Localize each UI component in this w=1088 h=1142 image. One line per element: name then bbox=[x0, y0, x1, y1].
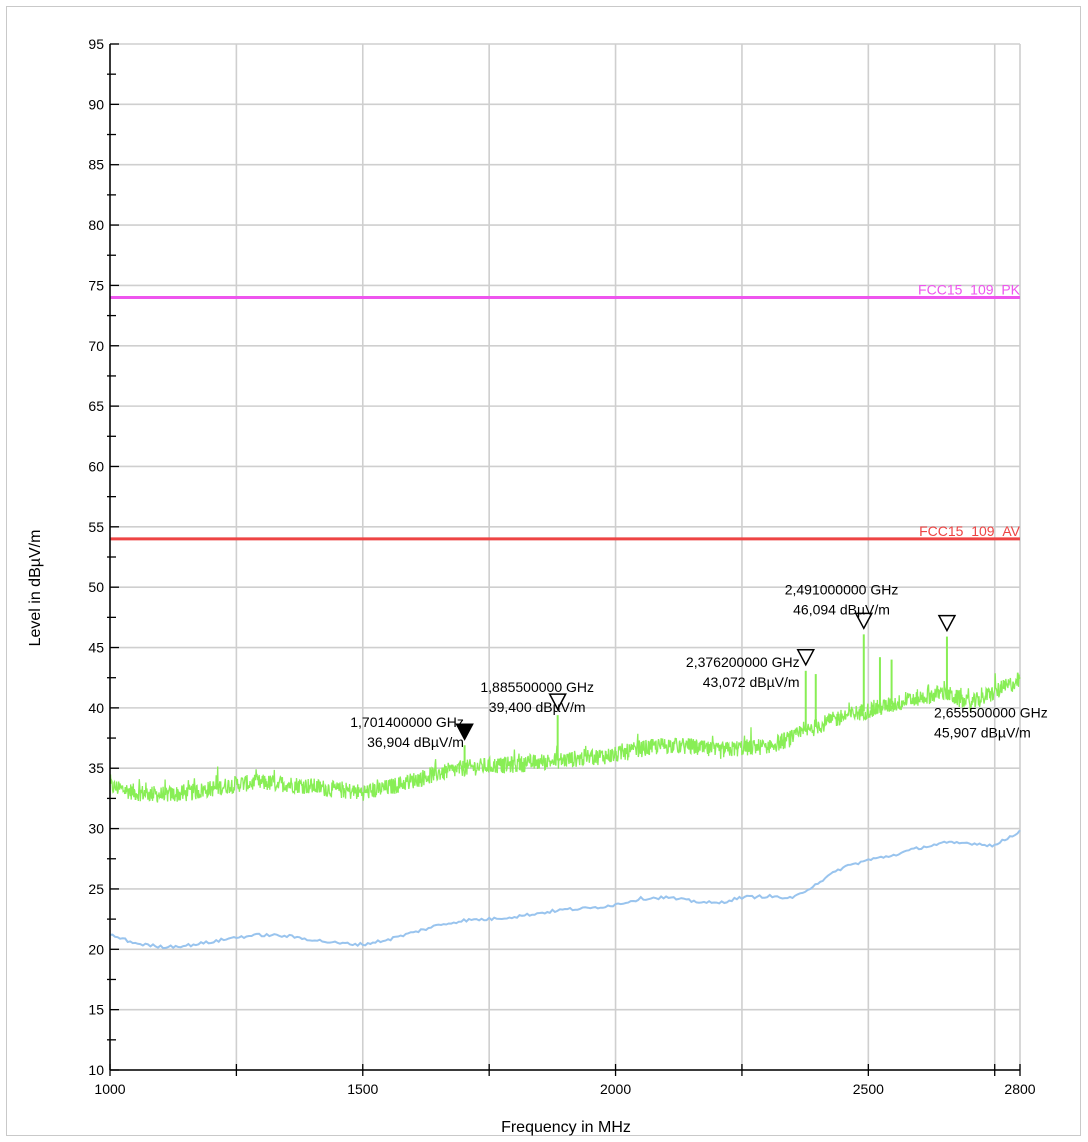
y-tick-label: 15 bbox=[88, 1002, 104, 1018]
x-tick-label: 2500 bbox=[853, 1081, 884, 1097]
y-tick-label: 35 bbox=[88, 760, 104, 776]
peak-trace bbox=[109, 672, 1021, 803]
x-axis-title: Frequency in MHz bbox=[501, 1119, 631, 1136]
y-tick-label: 75 bbox=[88, 277, 104, 293]
limit-line-label: FCC15_109_AV bbox=[919, 523, 1021, 539]
y-tick-label: 60 bbox=[88, 458, 104, 474]
x-tick-label: 2000 bbox=[600, 1081, 631, 1097]
marker-level-label: 46,094 dBµV/m bbox=[793, 601, 890, 617]
marker-level-label: 39,400 dBµV/m bbox=[489, 699, 586, 715]
marker-level-label: 36,904 dBµV/m bbox=[367, 734, 464, 750]
marker-level-label: 43,072 dBµV/m bbox=[703, 674, 800, 690]
y-tick-label: 80 bbox=[88, 217, 104, 233]
y-tick-label: 45 bbox=[88, 640, 104, 656]
y-tick-label: 20 bbox=[88, 941, 104, 957]
y-tick-label: 10 bbox=[88, 1062, 104, 1078]
markers: 1,701400000 GHz 36,904 dBµV/m 1,885500000 … bbox=[350, 581, 1047, 750]
y-tick-label: 85 bbox=[88, 157, 104, 173]
y-axis-title: Level in dBµV/m bbox=[27, 530, 44, 647]
marker-level-label: 45,907 dBµV/m bbox=[934, 725, 1031, 741]
average-trace bbox=[109, 829, 1021, 950]
marker-triangle bbox=[455, 723, 474, 741]
y-tick-label: 90 bbox=[88, 96, 104, 112]
y-tick-label: 40 bbox=[88, 700, 104, 716]
x-tick-label: 1000 bbox=[94, 1081, 125, 1097]
x-tick-label: 1500 bbox=[347, 1081, 378, 1097]
y-tick-label: 25 bbox=[88, 881, 104, 897]
marker-frequency-label: 2,491000000 GHz bbox=[785, 581, 899, 597]
series-group bbox=[109, 634, 1021, 950]
y-tick-label: 95 bbox=[88, 36, 104, 52]
y-tick-label: 30 bbox=[88, 821, 104, 837]
y-tick-label: 50 bbox=[88, 579, 104, 595]
y-tick-label: 65 bbox=[88, 398, 104, 414]
marker-frequency-label: 2,376200000 GHz bbox=[686, 654, 800, 670]
marker-frequency-label: 2,655500000 GHz bbox=[934, 705, 1048, 721]
marker-frequency-label: 1,885500000 GHz bbox=[480, 679, 594, 695]
limit-lines: FCC15_109_PK FCC15_109_AV bbox=[110, 281, 1021, 541]
marker-triangle bbox=[548, 693, 567, 711]
x-tick-label: 2800 bbox=[1004, 1081, 1035, 1097]
y-tick-label: 55 bbox=[88, 519, 104, 535]
grid bbox=[109, 43, 1021, 1071]
chart-frame bbox=[6, 6, 1081, 1136]
marker-triangle bbox=[937, 614, 957, 633]
marker-triangle bbox=[854, 612, 874, 630]
limit-line-label: FCC15_109_PK bbox=[918, 281, 1021, 297]
axes: 10 15 20 25 30 35 40 45 50 55 60 65 70 75 80 85 90 95 1000… bbox=[88, 36, 1035, 1097]
marker-frequency-label: 1,701400000 GHz bbox=[350, 714, 464, 730]
y-tick-label: 70 bbox=[88, 338, 104, 354]
marker-triangle bbox=[796, 649, 815, 667]
